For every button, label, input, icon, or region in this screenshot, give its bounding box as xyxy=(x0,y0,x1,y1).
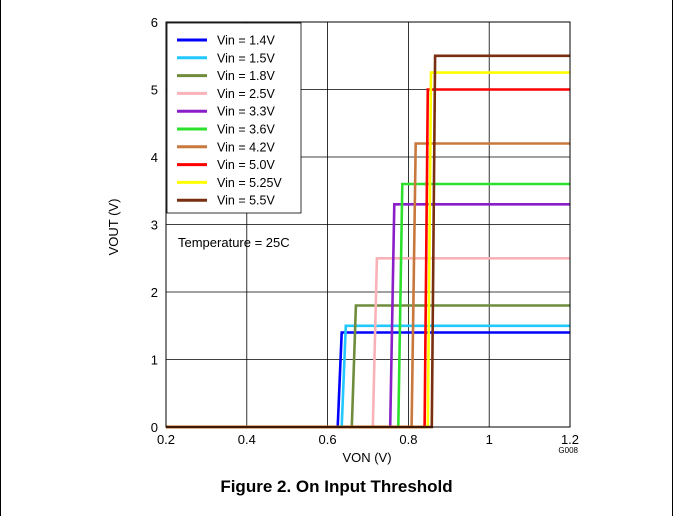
legend-entry: Vin = 5.5V xyxy=(217,194,275,208)
y-tick-label: 2 xyxy=(151,285,158,300)
y-tick-label: 1 xyxy=(151,353,158,368)
x-tick-label: 0.6 xyxy=(319,432,337,447)
y-tick-label: 0 xyxy=(151,420,158,435)
legend-entry: Vin = 3.3V xyxy=(217,105,275,119)
series-line xyxy=(166,324,570,429)
temperature-annotation: Temperature = 25C xyxy=(178,235,290,250)
series-line xyxy=(166,331,570,429)
legend-entry: Vin = 2.5V xyxy=(217,87,275,101)
y-tick-label: 6 xyxy=(151,15,158,30)
series-line xyxy=(166,256,570,429)
legend-entry: Vin = 1.8V xyxy=(217,69,275,83)
y-tick-label: 4 xyxy=(151,150,158,165)
plot-border xyxy=(165,21,571,428)
y-tick-label: 5 xyxy=(151,83,158,98)
y-tick-label: 3 xyxy=(151,218,158,233)
graph-id: G008 xyxy=(558,446,578,455)
legend-entry: Vin = 5.25V xyxy=(217,176,282,190)
x-tick-label: 1.2 xyxy=(561,432,579,447)
legend-entry: Vin = 1.5V xyxy=(217,51,275,65)
x-tick-label: 0.8 xyxy=(399,432,417,447)
tick-labels: 0.2 0.4 0.6 0.8 1 1.2 0 1 2 3 4 5 6 xyxy=(151,15,579,447)
chart-svg: 0.2 0.4 0.6 0.8 1 1.2 0 1 2 3 4 5 6 VON (V) VOUT (V)… xyxy=(106,15,579,465)
frame-left-border xyxy=(0,0,1,516)
legend-entry: Vin = 1.4V xyxy=(217,34,275,48)
y-axis-label: VOUT (V) xyxy=(106,199,121,256)
x-tick-label: 0.4 xyxy=(238,432,256,447)
figure-caption: Figure 2. On Input Threshold xyxy=(220,477,453,496)
x-axis-label: VON (V) xyxy=(342,450,391,465)
legend: Vin = 1.4V Vin = 1.5V Vin = 1.8V Vin = 2.5V… xyxy=(166,22,302,214)
legend-entry: Vin = 5.0V xyxy=(217,158,275,172)
legend-entry: Vin = 3.6V xyxy=(217,123,275,137)
x-tick-label: 1 xyxy=(486,432,493,447)
x-tick-label: 0.2 xyxy=(157,432,175,447)
series-line xyxy=(166,304,570,429)
legend-entry: Vin = 4.2V xyxy=(217,140,275,154)
